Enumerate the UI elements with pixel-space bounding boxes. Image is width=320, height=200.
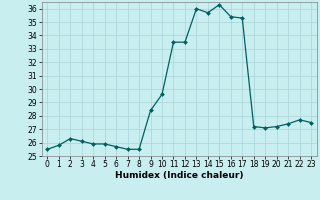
X-axis label: Humidex (Indice chaleur): Humidex (Indice chaleur) [115,171,244,180]
